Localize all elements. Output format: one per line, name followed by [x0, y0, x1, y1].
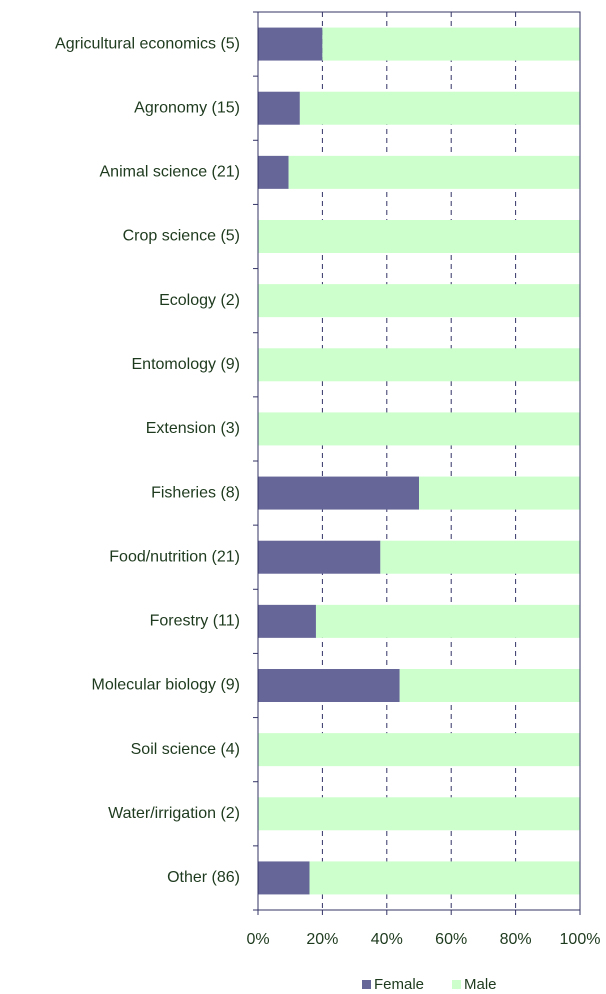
bar-segment: [322, 27, 580, 61]
y-tick-label: Agricultural economics (5): [55, 35, 240, 52]
x-tick-label: 40%: [371, 931, 403, 948]
y-tick-label: Soil science (4): [131, 741, 240, 758]
x-tick-label: 80%: [500, 931, 532, 948]
bar-segment: [258, 412, 580, 446]
bar-segment: [258, 27, 323, 61]
y-tick-label: Fisheries (8): [151, 484, 240, 501]
bar-segment: [258, 220, 580, 253]
x-tick-label: 20%: [306, 931, 338, 948]
y-tick-label: Crop science (5): [123, 228, 240, 245]
plot-frame: [257, 11, 581, 911]
bar-segment: [258, 797, 580, 831]
y-tick-label: Food/nutrition (21): [109, 548, 240, 565]
x-tick-label: 0%: [246, 931, 269, 948]
y-tick-label: Extension (3): [146, 420, 240, 437]
bar-segment: [258, 604, 316, 638]
y-tick-label: Ecology (2): [159, 292, 240, 309]
y-tick-label: Agronomy (15): [134, 99, 240, 116]
legend-swatch: [362, 980, 371, 989]
bar-segment: [399, 669, 580, 702]
bar-segment: [258, 476, 419, 510]
bar-segment: [309, 861, 580, 895]
bar-segment: [258, 91, 300, 125]
legend-swatch: [452, 980, 461, 989]
y-tick-label: Other (86): [167, 869, 240, 886]
bar-segment: [258, 155, 289, 189]
x-tick-label: 100%: [560, 931, 601, 948]
bar-segment: [258, 284, 580, 318]
y-tick-label: Animal science (21): [100, 164, 241, 181]
bar-segment: [299, 91, 580, 125]
bar-segment: [288, 155, 580, 189]
y-tick-label: Water/irrigation (2): [108, 805, 240, 822]
y-tick-label: Molecular biology (9): [91, 677, 240, 694]
legend-label: Female: [374, 976, 424, 993]
bar-segment: [258, 669, 400, 702]
y-tick-label: Forestry (11): [150, 613, 240, 630]
bar-segment: [380, 540, 580, 574]
legend-label: Male: [464, 976, 497, 993]
y-tick-label: Entomology (9): [132, 356, 241, 373]
bar-segment: [315, 604, 580, 638]
x-tick-label: 60%: [435, 931, 467, 948]
bar-segment: [258, 733, 580, 767]
bar-segment: [258, 348, 580, 382]
bar-segment: [258, 540, 381, 574]
bar-segment: [419, 476, 580, 510]
bar-segment: [258, 861, 310, 895]
